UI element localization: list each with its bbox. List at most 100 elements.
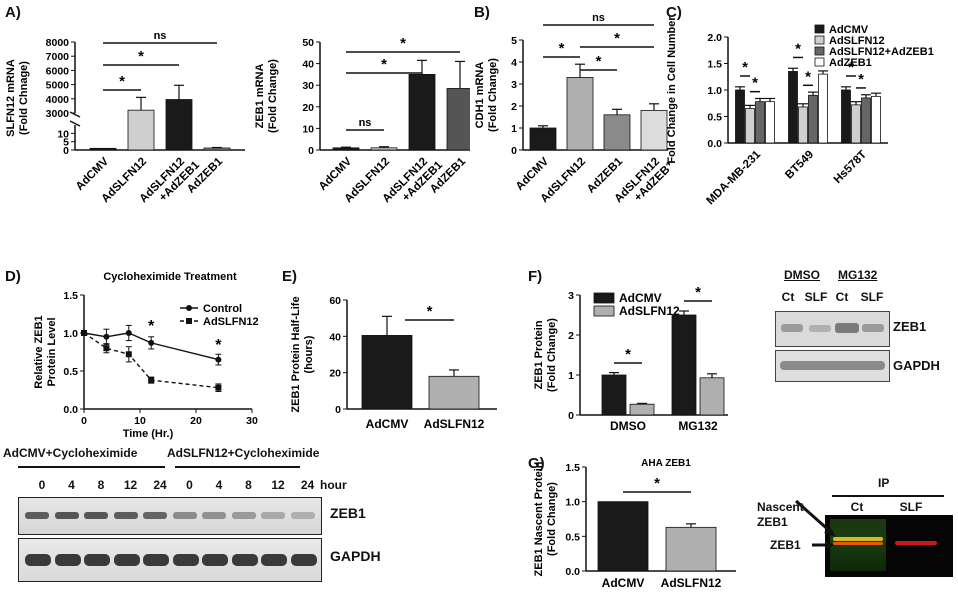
blot-d-group1-bar (18, 466, 165, 468)
panel-label-g: G) (528, 455, 545, 472)
bar-adslfn12-adzeb1 (408, 74, 436, 151)
x-tick-label: 10 (134, 415, 146, 427)
significance-label: * (559, 40, 565, 57)
blot-d-gapdh-band (113, 554, 140, 566)
blot-d-gapdh-band (290, 554, 317, 566)
blot-d-lane-label: 8 (97, 478, 105, 492)
significance-label: * (596, 53, 602, 70)
x-category-label: AdCMV (317, 155, 355, 193)
y-tick-label: 1.5 (63, 290, 78, 302)
bar-adslfn12-adzeb1-bt549 (808, 94, 818, 144)
x-category-label: MDA-MB-231 (704, 148, 763, 207)
blot-g-arrows (795, 499, 836, 550)
blot-d-zeb1-band (261, 512, 285, 519)
bar-adzeb1 (603, 114, 631, 151)
bar-adslfn12 (370, 147, 398, 151)
chart-f-mg132: 0 1 2 3 ZEB1 Protein(Fold Change) DMSO MG132 * *… (533, 284, 728, 433)
legend-swatch (593, 305, 615, 317)
bar-adslfn12-dmso (629, 403, 655, 416)
point-adslfn12 (125, 351, 132, 358)
y-tick-label: 0.5 (565, 531, 580, 543)
significance-label: * (625, 346, 631, 363)
y-tick-label: 2 (511, 101, 517, 113)
panel-label-e: E) (282, 268, 297, 285)
point-control (125, 330, 132, 336)
blot-d-zeb1-strip (18, 497, 322, 535)
y-axis-label: SLFN12 mRNA(Fold Chnage) (5, 59, 30, 137)
bar-adslfn12-hs578t (851, 104, 861, 144)
blot-d-zeb1-band (172, 512, 197, 519)
y-tick-label: 1 (568, 370, 574, 382)
x-axis-label: Time (Hr.) (123, 428, 174, 440)
significance-label: * (795, 40, 801, 57)
legend-label: AdSLFN12 (619, 304, 680, 318)
point-adslfn12 (81, 330, 87, 336)
y-tick-label: 0 (308, 145, 314, 157)
significance-label: * (742, 59, 748, 76)
y-tick-label: 10 (302, 123, 314, 135)
point-control (148, 339, 155, 346)
significance-label: * (695, 284, 701, 301)
blot-f-lane-label: SLF (860, 290, 884, 304)
blot-g-nascent-label: Nascent ZEB1 (757, 500, 804, 529)
point-control (103, 333, 110, 340)
y-tick-label: 0.5 (707, 112, 722, 124)
significance-label: * (805, 68, 811, 85)
significance-label: ns (592, 15, 605, 24)
blot-d-unit: hour (320, 478, 347, 492)
chart-g-nascent: AHA ZEB1 0.0 0.5 1.0 1.5 ZEB1 Nascent Protein… (533, 458, 736, 590)
bar-adzeb1 (446, 88, 470, 151)
blot-d-lane-label: 12 (123, 478, 138, 492)
significance-label: * (858, 71, 864, 88)
y-tick-label: 40 (302, 59, 314, 71)
significance-label: * (400, 35, 406, 52)
bar-adcmv (332, 147, 360, 151)
y-tick-label: 1.0 (565, 497, 580, 509)
y-tick-label: 50 (302, 37, 314, 49)
blot-g-ip-bar (832, 495, 944, 497)
y-tick-label: 8000 (46, 37, 70, 49)
blot-d-zeb1-band (54, 512, 79, 519)
y-tick-label: 1.5 (565, 462, 580, 474)
bar-adzeb1-bt549 (818, 73, 828, 144)
y-tick-label: 0.0 (63, 404, 78, 416)
legend-swatch (814, 35, 825, 45)
y-tick-label: 5 (63, 137, 69, 149)
blot-f-lane-label: SLF (804, 290, 828, 304)
bar-adslfn12-adzeb1-mda-mb-231 (755, 101, 765, 144)
legend-label: AdZEB1 (829, 57, 872, 69)
y-tick-label: 2 (568, 330, 574, 342)
blot-f-lane-label: Ct (781, 290, 795, 304)
y-tick-label: 5 (511, 35, 517, 47)
blot-d-gapdh-band (261, 554, 287, 566)
legend-label: AdSLFN12+AdZEB1 (829, 46, 934, 58)
y-axis-label: Relative ZEB1Protein Level (33, 315, 58, 388)
legend-swatch (593, 292, 615, 304)
bar-adslfn12-mda-mb-231 (745, 108, 755, 144)
chart-title: AHA ZEB1 (641, 458, 691, 469)
y-tick-label: 20 (329, 368, 341, 380)
chart-c-cell-number: 0.0 0.5 1.0 1.5 2.0 Fold Change in Cell Numbe… (666, 16, 934, 208)
chart-a-zeb1-mrna: 0 10 20 30 40 50 ZEB1 mRNA(Fold Change) ns * * AdC… (255, 35, 470, 205)
point-adslfn12 (103, 345, 110, 352)
legend-label: AdCMV (829, 24, 869, 36)
bar-adslfn12-mg132 (699, 377, 725, 416)
blot-d-lane-label: 12 (271, 478, 285, 492)
y-tick-label: 0 (63, 145, 69, 157)
y-tick-label: 60 (329, 295, 341, 307)
chart-b-cdh1-mrna: 0 1 2 3 4 5 CDH1 mRNA(Fold Change) * * * ns AdCMV Ad… (475, 15, 670, 205)
blot-d-gapdh-label: GAPDH (330, 548, 381, 564)
y-axis-label: ZEB1 Protein Half-Life(hours) (290, 296, 315, 412)
legend-label: Control (203, 303, 242, 315)
blot-f-zeb1-strip (775, 311, 890, 347)
blot-f-lane-label: Ct (835, 290, 849, 304)
blot-d-zeb1-band (231, 512, 256, 519)
y-tick-label: 0.0 (565, 566, 580, 578)
blot-g-lane-slf: SLF (899, 500, 923, 514)
bar-adcmv (361, 335, 413, 410)
panel-label-f: F) (528, 268, 543, 285)
x-category-label: AdCMV (602, 576, 645, 590)
legend-swatch (814, 24, 825, 34)
bar-adcmv-hs578t (841, 89, 851, 144)
blot-d-group2-bar (175, 466, 300, 468)
